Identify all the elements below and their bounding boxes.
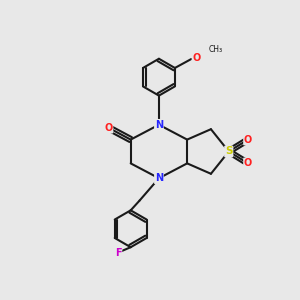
Text: CH₃: CH₃	[208, 45, 223, 54]
Text: O: O	[192, 52, 201, 63]
Text: O: O	[244, 158, 252, 168]
Text: S: S	[225, 146, 232, 157]
Text: O: O	[244, 135, 252, 145]
Text: O: O	[104, 123, 112, 133]
Text: F: F	[115, 248, 122, 257]
Text: N: N	[155, 120, 163, 130]
Text: N: N	[155, 173, 163, 183]
